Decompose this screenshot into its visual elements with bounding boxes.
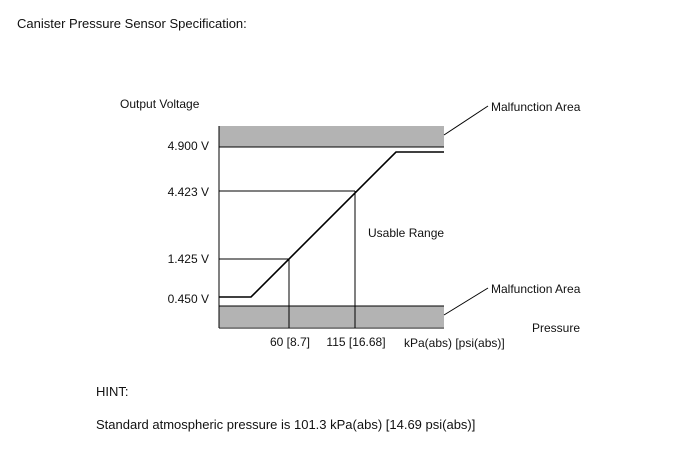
- x-axis-title: Pressure: [532, 321, 580, 335]
- lower-malfunction-label: Malfunction Area: [491, 282, 581, 296]
- lower-callout-leader: [443, 287, 489, 316]
- hint-title: HINT:: [96, 384, 129, 399]
- pressure-label-60: 60 [8.7]: [270, 335, 310, 349]
- upper-malfunction-label: Malfunction Area: [491, 100, 581, 114]
- upper-malfunction-band: [219, 126, 444, 147]
- output-voltage-curve: [219, 151, 444, 298]
- hint-text: Standard atmospheric pressure is 101.3 k…: [96, 417, 476, 432]
- voltage-label-1425: 1.425 V: [168, 252, 209, 266]
- lower-malfunction-band: [219, 306, 444, 327]
- voltage-label-4900: 4.900 V: [168, 139, 209, 153]
- usable-range-label: Usable Range: [368, 226, 444, 240]
- upper-callout-leader: [443, 105, 489, 136]
- page-heading: Canister Pressure Sensor Specification:: [17, 16, 247, 31]
- voltage-label-0450: 0.450 V: [168, 292, 209, 306]
- x-unit-label: kPa(abs) [psi(abs)]: [404, 336, 505, 350]
- y-axis-title: Output Voltage: [120, 97, 200, 111]
- voltage-label-4423: 4.423 V: [168, 185, 209, 199]
- pressure-label-115: 115 [16.68]: [326, 335, 385, 349]
